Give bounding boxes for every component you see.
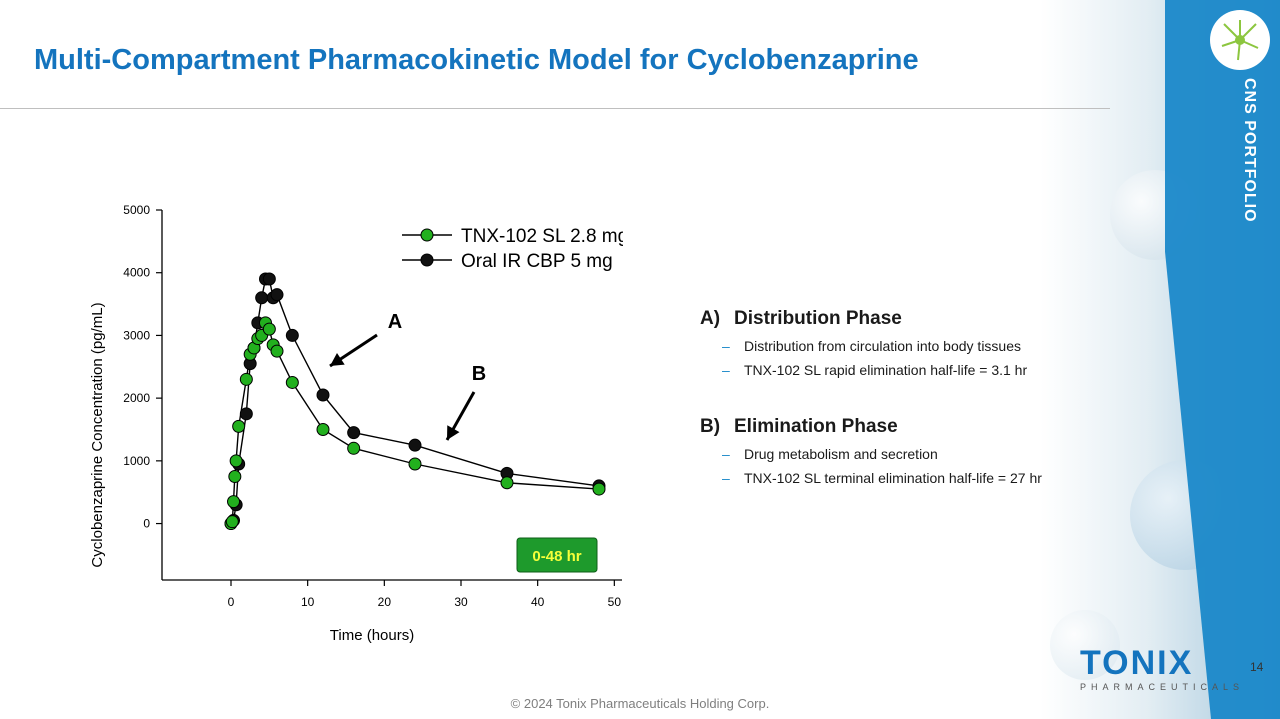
- range-badge: [516, 537, 598, 573]
- annotation-label: A: [388, 311, 402, 333]
- data-point: [408, 438, 422, 452]
- molecule-sphere: [1050, 610, 1120, 680]
- data-point: [270, 344, 284, 358]
- legend-box: [390, 216, 660, 282]
- x-tick-label: 0: [228, 595, 235, 609]
- series-line: [230, 321, 600, 524]
- dash-icon: –: [722, 362, 730, 378]
- legend-marker: [420, 253, 434, 267]
- data-point: [225, 515, 239, 529]
- x-tick-label: 30: [454, 595, 468, 609]
- phase-b: B) Elimination Phase – Drug metabolism and…: [700, 416, 1140, 486]
- y-tick-label: 5000: [123, 203, 150, 217]
- chart-svg: 0 1000 2000 3000 4000 5000 0 10 20 30 40 50 Time (ho…: [89, 203, 660, 644]
- phase-title: Elimination Phase: [734, 416, 898, 437]
- arrow-head: [447, 425, 460, 440]
- data-point: [500, 476, 514, 490]
- y-tick-label: 2000: [123, 391, 150, 405]
- data-point: [232, 419, 246, 433]
- data-point: [285, 328, 299, 342]
- dash-icon: –: [722, 446, 730, 462]
- data-point: [285, 375, 299, 389]
- x-tick-label: 20: [378, 595, 392, 609]
- x-axis-label: Time (hours): [330, 627, 414, 644]
- phase-descriptions: A) Distribution Phase – Distribution from …: [700, 308, 1140, 486]
- neuron-icon: [1210, 10, 1270, 70]
- slide-title: Multi-Compartment Pharmacokinetic Model …: [34, 44, 919, 76]
- logo-word: TONIX: [1080, 644, 1194, 682]
- data-point: [592, 482, 606, 496]
- annotation-label: B: [472, 363, 486, 385]
- x-tick-label: 50: [608, 595, 622, 609]
- bullet: – TNX-102 SL rapid elimination half-life …: [722, 362, 1028, 378]
- y-tick-label: 4000: [123, 266, 150, 280]
- bullet: – Drug metabolism and secretion: [722, 446, 938, 462]
- phase-letter: B): [700, 416, 721, 437]
- legend-label: TNX-102 SL 2.8 mg: [461, 226, 623, 247]
- section-label: CNS PORTFOLIO: [1241, 78, 1258, 223]
- data-point: [239, 407, 253, 421]
- copyright-footer: © 2024 Tonix Pharmaceuticals Holding Cor…: [510, 696, 770, 711]
- arrow-head: [330, 352, 345, 366]
- data-point: [347, 441, 361, 455]
- data-point: [255, 291, 269, 305]
- data-point: [270, 288, 284, 302]
- company-logo: TONIX PHARMACEUTICALS: [1080, 644, 1245, 694]
- title-divider: [0, 108, 1110, 109]
- dash-icon: –: [722, 338, 730, 354]
- phase-letter: A): [700, 308, 721, 329]
- y-tick-label: 3000: [123, 328, 150, 342]
- bullet: – Distribution from circulation into body…: [722, 338, 1022, 354]
- data-point: [316, 388, 330, 402]
- x-tick-label: 10: [301, 595, 315, 609]
- data-point: [262, 272, 276, 286]
- range-badge-label: 0-48 hr: [532, 548, 581, 565]
- phase-title: Distribution Phase: [734, 308, 902, 329]
- data-point: [228, 470, 242, 484]
- pk-chart: 0 1000 2000 3000 4000 5000 0 10 20 30 40 50 Time (ho…: [80, 192, 660, 645]
- phase-a: A) Distribution Phase – Distribution from …: [700, 308, 1140, 378]
- y-tick-label: 1000: [123, 454, 150, 468]
- data-point: [262, 322, 276, 336]
- logo-subtitle: PHARMACEUTICALS: [1080, 682, 1245, 692]
- x-tick-label: 40: [531, 595, 545, 609]
- data-point: [227, 495, 241, 509]
- data-point: [229, 454, 243, 468]
- data-point: [347, 426, 361, 440]
- series-line: [230, 278, 600, 525]
- legend-label: Oral IR CBP 5 mg: [461, 251, 613, 272]
- legend-marker: [420, 228, 434, 242]
- bullet: – TNX-102 SL terminal elimination half-li…: [722, 470, 1042, 486]
- data-point: [239, 372, 253, 386]
- dash-icon: –: [722, 470, 730, 486]
- y-axis-label: Cyclobenzaprine Concentration (pg/mL): [89, 302, 106, 567]
- y-tick-label: 0: [143, 517, 150, 531]
- data-point: [316, 422, 330, 436]
- page-number: 14: [1250, 660, 1264, 674]
- data-point: [408, 457, 422, 471]
